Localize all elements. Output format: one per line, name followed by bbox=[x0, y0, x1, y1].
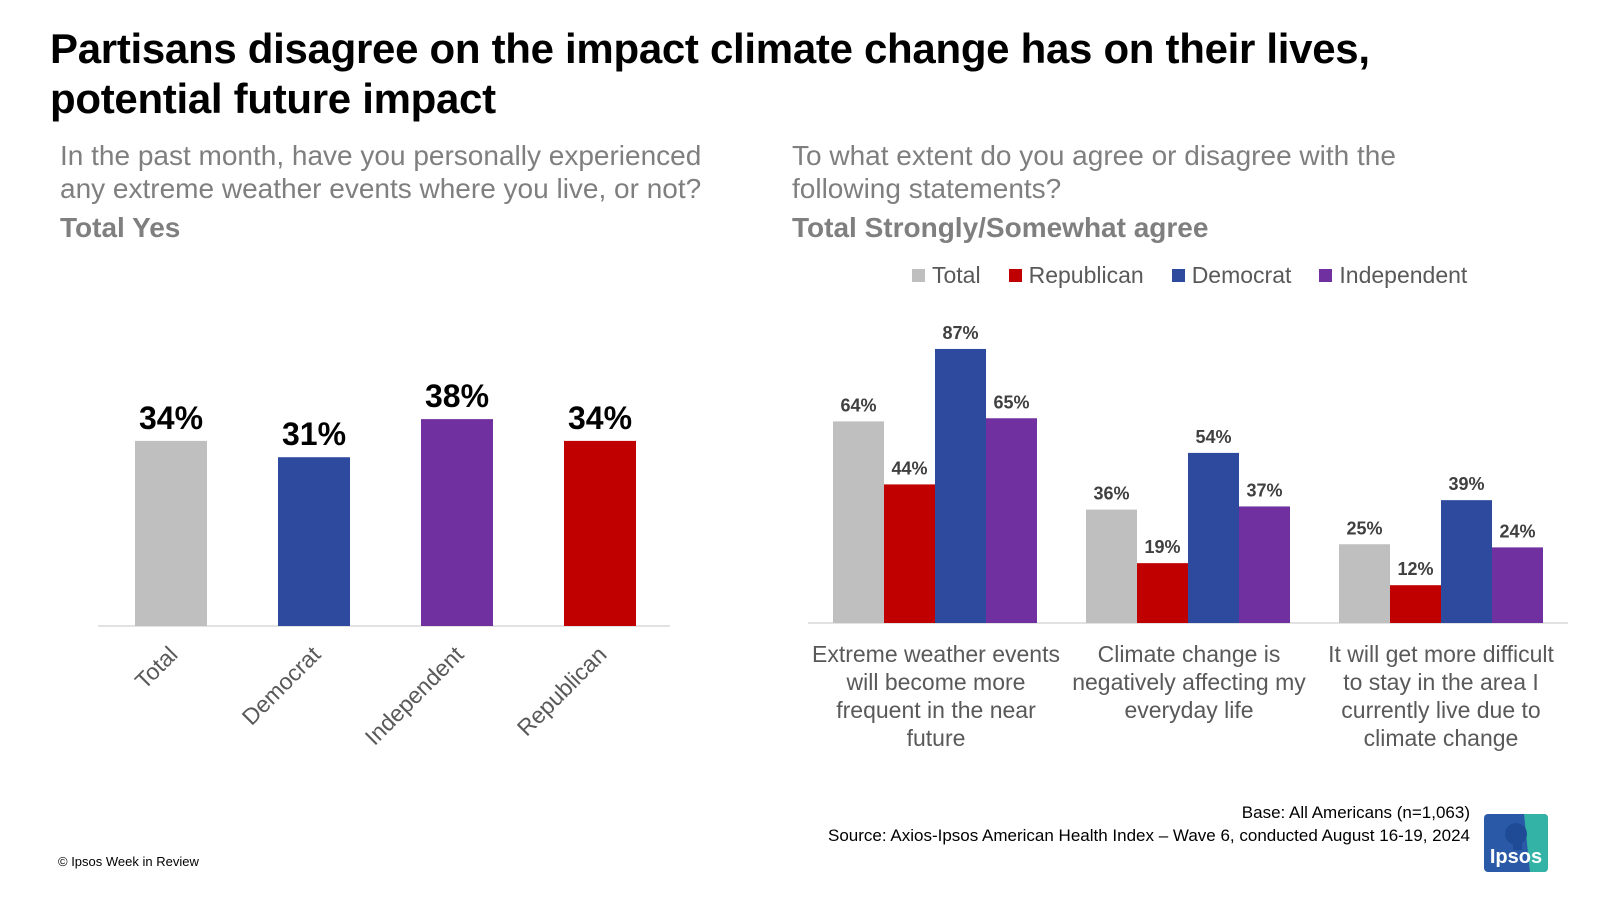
bar-total-1 bbox=[1086, 509, 1137, 623]
category-label-line: climate change bbox=[1363, 725, 1519, 751]
legend-label-democrat: Democrat bbox=[1191, 262, 1292, 288]
category-label-republican: Republican bbox=[512, 641, 612, 741]
category-label-extreme-weather: Extreme weather events will become more fr… bbox=[811, 640, 1061, 752]
category-label-line: future bbox=[906, 725, 966, 751]
legend-label-total: Total bbox=[932, 262, 981, 288]
bar-total bbox=[135, 440, 207, 626]
bar-republican-1 bbox=[1137, 563, 1188, 623]
bar-republican bbox=[564, 440, 636, 626]
data-label-independent-2: 24% bbox=[1499, 521, 1535, 541]
page-title: Partisans disagree on the impact climate… bbox=[50, 25, 1370, 122]
data-label-republican-1: 19% bbox=[1144, 537, 1180, 557]
category-label-independent: Independent bbox=[360, 641, 469, 750]
legend-item-total: Total bbox=[912, 262, 981, 289]
ipsos-logo-text: Ipsos bbox=[1489, 846, 1543, 868]
legend-item-independent: Independent bbox=[1319, 262, 1467, 289]
data-label-total-1: 36% bbox=[1093, 484, 1129, 504]
category-label-line: currently live due to bbox=[1341, 697, 1541, 723]
bar-democrat-1 bbox=[1188, 452, 1239, 623]
data-label-republican: 34% bbox=[568, 400, 632, 436]
ipsos-logo: Ipsos bbox=[1484, 814, 1548, 872]
bar-democrat bbox=[278, 457, 350, 626]
data-label-independent-0: 65% bbox=[993, 392, 1029, 412]
data-label-democrat-2: 39% bbox=[1448, 474, 1484, 494]
category-label-line: Extreme weather events bbox=[811, 641, 1060, 667]
category-label-negatively-affecting: Climate change is negatively affecting my… bbox=[1064, 640, 1314, 724]
base-note: Base: All Americans (n=1,063) bbox=[1241, 803, 1470, 822]
data-label-independent: 38% bbox=[425, 378, 489, 414]
legend-swatch-total bbox=[912, 269, 925, 282]
category-label-total: Total bbox=[130, 641, 183, 694]
bar-republican-2 bbox=[1390, 585, 1441, 623]
data-label-total: 34% bbox=[139, 400, 203, 436]
bar-independent-1 bbox=[1239, 506, 1290, 623]
legend-item-democrat: Democrat bbox=[1171, 262, 1292, 289]
data-label-democrat: 31% bbox=[282, 416, 346, 452]
left-question: In the past month, have you personally e… bbox=[60, 140, 702, 204]
data-label-democrat-1: 54% bbox=[1195, 427, 1231, 447]
bar-democrat-2 bbox=[1441, 500, 1492, 623]
bar-democrat-0 bbox=[935, 348, 986, 623]
category-label-democrat: Democrat bbox=[237, 641, 326, 730]
legend-swatch-independent bbox=[1319, 269, 1333, 282]
category-label-line: It will get more difficult bbox=[1328, 641, 1554, 667]
bar-independent-2 bbox=[1492, 547, 1543, 623]
category-label-line: negatively affecting my bbox=[1072, 669, 1306, 695]
data-label-independent-1: 37% bbox=[1246, 480, 1282, 500]
legend-label-independent: Independent bbox=[1339, 262, 1468, 288]
data-label-total-0: 64% bbox=[840, 395, 876, 415]
bar-republican-0 bbox=[884, 484, 935, 623]
category-label-line: frequent in the near bbox=[836, 697, 1036, 723]
legend-item-republican: Republican bbox=[1008, 262, 1144, 289]
right-question: To what extent do you agree or disagree … bbox=[792, 140, 1396, 204]
bar-independent bbox=[421, 419, 493, 626]
source-note: Source: Axios-Ipsos American Health Inde… bbox=[828, 826, 1470, 845]
legend-swatch-democrat bbox=[1171, 269, 1185, 282]
legend-swatch-republican bbox=[1008, 269, 1022, 282]
data-label-democrat-0: 87% bbox=[942, 323, 978, 343]
category-label-line: to stay in the area I bbox=[1343, 669, 1539, 695]
data-label-republican-2: 12% bbox=[1397, 559, 1433, 579]
category-label-line: everyday life bbox=[1124, 697, 1254, 723]
category-label-line: Climate change is bbox=[1097, 641, 1281, 667]
chart-legend: Total Republican Democrat Independent bbox=[912, 262, 1495, 289]
left-subtitle: Total Yes bbox=[60, 212, 181, 243]
category-label-more-difficult: It will get more difficult to stay in the… bbox=[1316, 640, 1566, 752]
data-label-total-2: 25% bbox=[1346, 518, 1382, 538]
bar-independent-0 bbox=[986, 418, 1037, 623]
ipsos-logo-mark-icon bbox=[1505, 814, 1548, 872]
right-subtitle: Total Strongly/Somewhat agree bbox=[792, 212, 1209, 243]
category-label-line: will become more bbox=[846, 669, 1026, 695]
bar-total-2 bbox=[1339, 544, 1390, 623]
copyright-note: © Ipsos Week in Review bbox=[58, 854, 199, 869]
bar-total-0 bbox=[833, 421, 884, 623]
legend-label-republican: Republican bbox=[1028, 262, 1144, 288]
data-label-republican-0: 44% bbox=[891, 458, 927, 478]
